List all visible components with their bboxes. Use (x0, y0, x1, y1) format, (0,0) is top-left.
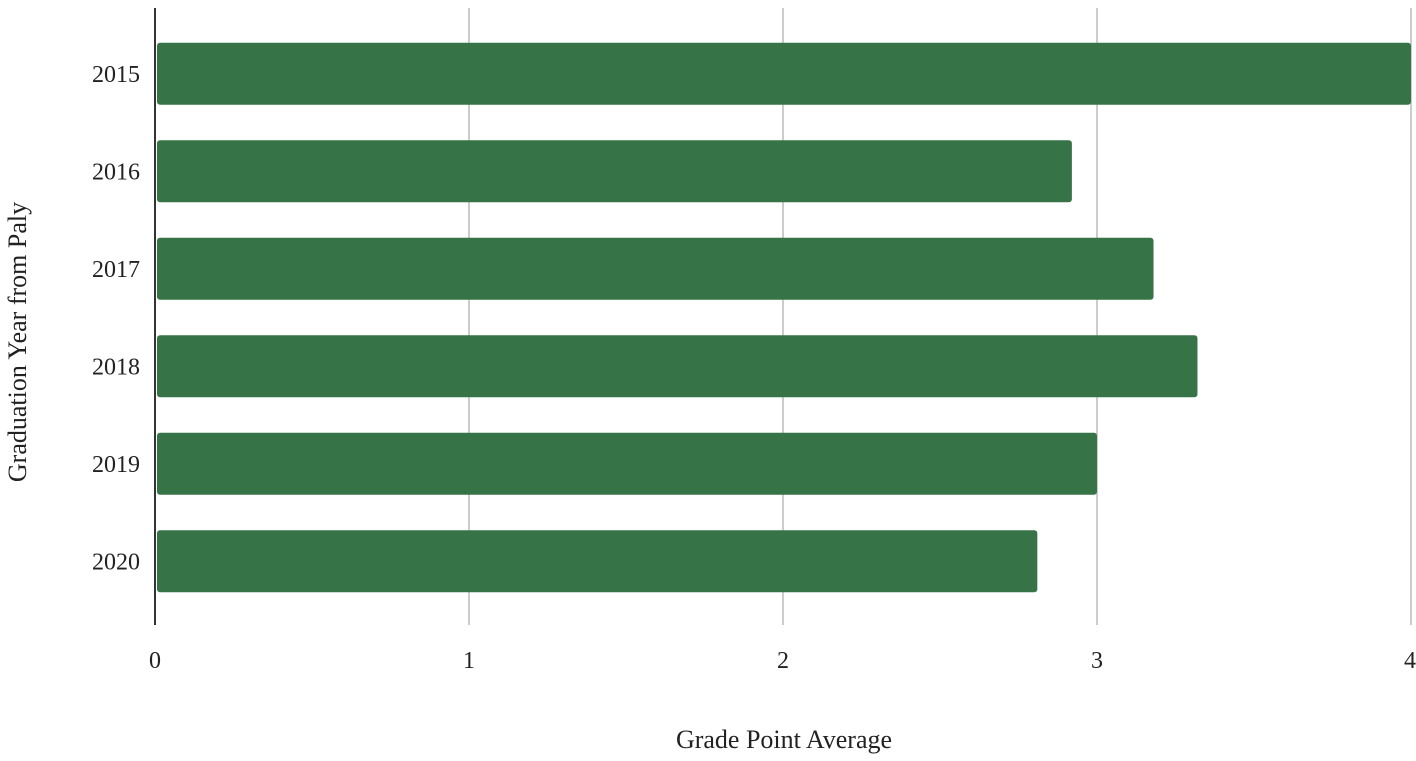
bar (157, 335, 1198, 398)
y-axis-title: Graduation Year from Paly (3, 202, 32, 482)
x-tick-label: 0 (149, 648, 161, 674)
x-tick-label: 2 (777, 648, 789, 674)
bars (157, 42, 1411, 593)
x-axis-title: Grade Point Average (676, 725, 892, 754)
bar (157, 42, 1411, 105)
x-tick-label: 3 (1091, 648, 1103, 674)
gridlines (468, 8, 1412, 625)
x-tick-label: 1 (463, 648, 475, 674)
y-tick-label: 2016 (92, 159, 140, 185)
bar (157, 237, 1154, 300)
bar (157, 140, 1072, 203)
bar (157, 432, 1097, 495)
y-tick-label: 2018 (92, 354, 140, 380)
y-tick-label: 2017 (92, 257, 140, 283)
bar (157, 530, 1038, 593)
y-tick-label: 2015 (92, 62, 140, 88)
labels: 0 1 2 3 4 2015 2016 2017 2018 2019 2020 (92, 62, 1416, 674)
x-tick-label: 4 (1404, 648, 1416, 674)
y-tick-label: 2020 (92, 549, 140, 575)
y-tick-label: 2019 (92, 452, 140, 478)
